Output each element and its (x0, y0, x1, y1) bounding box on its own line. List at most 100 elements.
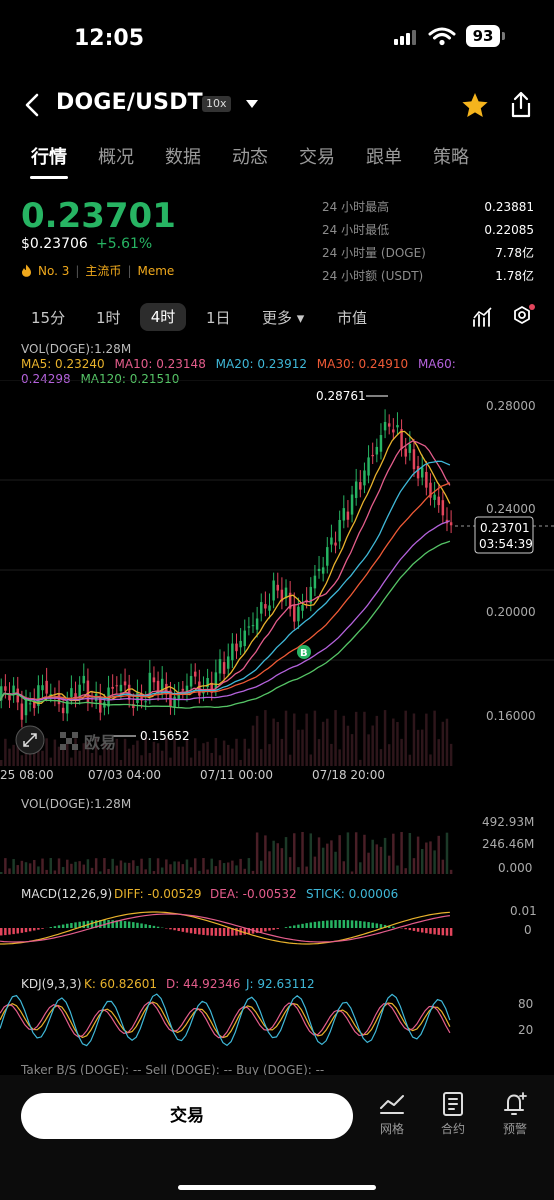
candle-body (433, 494, 436, 500)
kdj-j-line (0, 993, 451, 1047)
volume-bar (140, 755, 143, 766)
tab-overview[interactable]: 概况 (98, 147, 134, 168)
share-icon[interactable] (508, 90, 534, 120)
meme-tag[interactable]: Meme (137, 263, 175, 278)
macd-bar (144, 924, 147, 928)
battery-cap (502, 32, 505, 40)
favorite-star-icon[interactable] (460, 91, 490, 119)
contract-button[interactable]: 合约 (428, 1091, 478, 1137)
tab-strategy[interactable]: 策略 (433, 147, 469, 168)
volume-bar (371, 725, 374, 766)
volume-bar (293, 833, 296, 874)
volume-y-label: 492.93M (482, 815, 534, 829)
interval-15m[interactable]: 15分 (31, 309, 66, 327)
interval-1h[interactable]: 1时 (96, 309, 121, 327)
indicator-icon[interactable] (472, 306, 494, 328)
candle-body (235, 643, 238, 652)
volume-bar (99, 755, 102, 766)
interval-1d[interactable]: 1日 (206, 309, 231, 327)
volume-bar (305, 713, 308, 766)
macd-bar (185, 928, 189, 933)
back-icon[interactable] (22, 92, 42, 118)
macd-bar (288, 926, 292, 928)
macd-bar (140, 923, 143, 928)
stat-value: 1.78亿 (495, 269, 534, 283)
candle-body (156, 680, 160, 694)
volume-bar (346, 832, 350, 874)
volume-bar (136, 740, 139, 766)
dropdown-icon[interactable] (244, 98, 260, 110)
macd-bar (334, 920, 337, 928)
volume-bar (297, 729, 300, 766)
signal-icon (394, 30, 416, 45)
macd-bar (346, 920, 350, 928)
stat-value: 0.23881 (484, 200, 534, 214)
candle-body (276, 584, 280, 591)
alert-button[interactable]: 预警 (490, 1091, 540, 1137)
volume-bar (354, 711, 358, 766)
volume-bar (276, 843, 280, 874)
macd-bar (210, 928, 213, 936)
volume-bar (214, 738, 218, 766)
expand-icon[interactable] (15, 725, 45, 755)
leverage-badge: 10x (202, 96, 231, 112)
volume-bar (37, 866, 40, 874)
tab-news[interactable]: 动态 (232, 147, 268, 168)
macd-bar (49, 927, 53, 928)
candle-body (132, 704, 135, 709)
candle-body (334, 542, 337, 546)
volume-bar (280, 738, 284, 766)
candle-body (412, 449, 416, 470)
tab-market[interactable]: 行情 (31, 147, 67, 168)
tab-copy-trading[interactable]: 跟单 (366, 147, 402, 168)
candle-body (326, 547, 329, 566)
candle-body (317, 568, 321, 571)
volume-bar (379, 749, 383, 766)
trade-button[interactable]: 交易 (21, 1093, 353, 1139)
volume-bar (152, 741, 156, 766)
volume-panel-label: VOL(DOGE):1.28M (21, 797, 131, 811)
category-tag[interactable]: 主流币 (85, 264, 122, 278)
interval-market-cap[interactable]: 市值 (337, 309, 368, 327)
ma30-label: MA30: 0.24910 (316, 357, 409, 371)
volume-bar (156, 858, 160, 874)
volume-bar (231, 748, 234, 766)
active-tab-indicator (30, 176, 68, 179)
grid-button[interactable]: 网格 (367, 1091, 417, 1137)
chart-area[interactable]: 0.28000 0.24000 0.20000 0.16000 25 08:00… (0, 380, 554, 1075)
volume-y-label: 0.000 (498, 861, 532, 875)
interval-more[interactable]: 更多 ▾ (262, 309, 305, 327)
tab-data[interactable]: 数据 (165, 147, 201, 168)
candle-body (0, 686, 3, 701)
volume-bar (416, 836, 420, 874)
stat-value: 7.78亿 (495, 246, 534, 260)
volume-bar (90, 867, 94, 874)
okx-logo-icon (60, 732, 78, 750)
macd-bar (301, 923, 304, 928)
volume-bar (276, 721, 280, 766)
volume-bar (243, 868, 246, 874)
candle-body (78, 684, 81, 697)
volume-bar (181, 746, 185, 766)
volume-bar (309, 754, 313, 766)
chart-settings-icon[interactable] (510, 303, 540, 331)
volume-bar (202, 858, 205, 874)
y-axis-label: 0.28000 (486, 399, 536, 413)
tab-trade[interactable]: 交易 (299, 147, 335, 168)
volume-bar (78, 750, 81, 766)
candle-body (367, 457, 370, 476)
candle-body (70, 688, 73, 697)
interval-4h[interactable]: 4时 (140, 303, 186, 331)
candle-body (338, 519, 341, 542)
macd-dea-line (0, 913, 450, 943)
volume-bar (247, 858, 251, 874)
volume-bar (334, 851, 337, 874)
volume-bar (103, 740, 106, 766)
candle-body (449, 522, 453, 526)
volume-bar (235, 738, 238, 766)
stat-row: 24 小时量 (DOGE) 7.78亿 (322, 242, 534, 265)
macd-bar (445, 928, 449, 936)
volume-bar (387, 744, 391, 766)
pair-title[interactable]: DOGE/USDT (56, 90, 203, 115)
volume-bar (202, 743, 205, 766)
